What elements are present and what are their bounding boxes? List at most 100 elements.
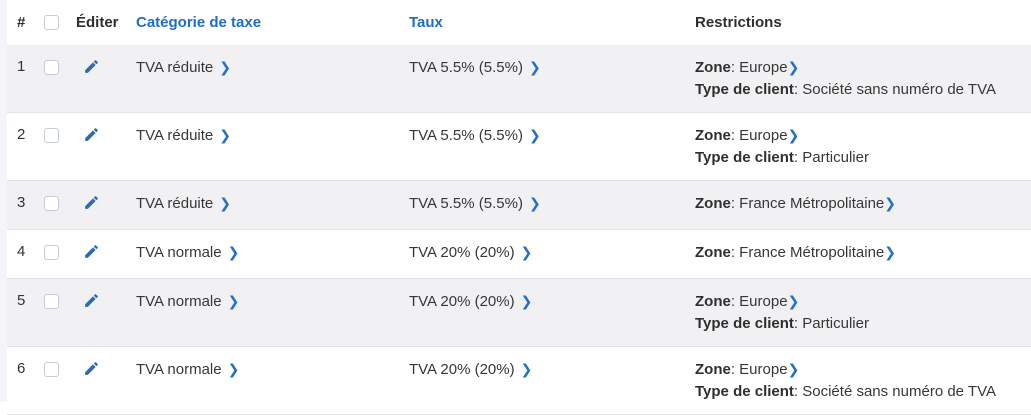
tax-category-link[interactable]: TVA réduite	[136, 195, 214, 212]
row-number: 1	[17, 58, 26, 75]
pencil-icon	[83, 294, 100, 313]
tax-rate-link[interactable]: TVA 20% (20%)	[409, 293, 515, 310]
chevron-right-icon[interactable]: ❯	[520, 244, 533, 260]
edit-button[interactable]	[83, 241, 100, 260]
chevron-right-icon[interactable]: ❯	[884, 244, 896, 260]
restriction-value: : Europe	[730, 293, 788, 310]
restriction-label: Zone	[695, 195, 731, 212]
row-checkbox[interactable]	[44, 127, 59, 143]
chevron-right-icon[interactable]: ❯	[227, 293, 240, 309]
chevron-right-icon[interactable]: ❯	[528, 59, 541, 75]
pencil-icon	[83, 60, 100, 79]
table-row: 6 TVA normale ❯ TVA 20% (20%) ❯ Zone: Europe…	[7, 346, 1031, 415]
tax-rules-table-wrap: # Éditer Catégorie de taxe Taux Restrict…	[7, 0, 1031, 415]
chevron-right-icon[interactable]: ❯	[520, 293, 533, 309]
chevron-right-icon[interactable]: ❯	[520, 361, 533, 377]
pencil-icon	[83, 245, 100, 264]
restriction-line: Type de client: Particulier	[695, 147, 1030, 169]
row-number: 2	[17, 126, 26, 143]
restriction-value: : Particulier	[793, 315, 869, 332]
edit-button[interactable]	[83, 358, 100, 377]
tax-rate-link[interactable]: TVA 20% (20%)	[409, 244, 515, 261]
restriction-value: : France Métropolitaine	[730, 244, 885, 261]
page-gutter	[0, 0, 7, 402]
edit-button[interactable]	[83, 124, 100, 143]
restriction-value: : Société sans numéro de TVA	[793, 81, 996, 98]
tax-rules-table: # Éditer Catégorie de taxe Taux Restrict…	[7, 0, 1031, 415]
row-checkbox[interactable]	[44, 195, 59, 211]
edit-button[interactable]	[83, 56, 100, 75]
row-checkbox[interactable]	[44, 59, 59, 75]
restriction-label: Zone	[695, 127, 731, 144]
row-number: 3	[17, 194, 26, 211]
tax-category-link[interactable]: TVA normale	[136, 244, 222, 261]
restriction-label: Type de client	[695, 149, 794, 166]
row-number: 5	[17, 292, 26, 309]
chevron-right-icon[interactable]: ❯	[787, 127, 800, 143]
row-number: 6	[17, 360, 26, 377]
chevron-right-icon[interactable]: ❯	[787, 59, 800, 75]
restriction-line: Zone: Europe❯	[695, 358, 1030, 381]
table-row: 1 TVA réduite ❯ TVA 5.5% (5.5%) ❯ Zone: Euro…	[7, 45, 1031, 113]
column-header-category[interactable]: Catégorie de taxe	[128, 0, 400, 45]
restriction-value: : France Métropolitaine	[730, 195, 885, 212]
tax-category-link[interactable]: TVA réduite	[136, 127, 214, 144]
restriction-value: : Europe	[730, 361, 788, 378]
tax-category-link[interactable]: TVA normale	[136, 361, 222, 378]
restriction-value: : Particulier	[793, 149, 869, 166]
row-number: 4	[17, 243, 26, 260]
restriction-line: Zone: Europe❯	[695, 290, 1030, 313]
row-checkbox[interactable]	[44, 361, 59, 377]
tax-rate-link[interactable]: TVA 5.5% (5.5%)	[409, 195, 523, 212]
tax-category-link[interactable]: TVA réduite	[136, 59, 214, 76]
select-all-checkbox[interactable]	[44, 14, 59, 30]
restriction-value: : Europe	[730, 127, 788, 144]
chevron-right-icon[interactable]: ❯	[528, 195, 541, 211]
chevron-right-icon[interactable]: ❯	[227, 244, 240, 260]
pencil-icon	[83, 196, 100, 215]
row-checkbox[interactable]	[44, 244, 59, 260]
chevron-right-icon[interactable]: ❯	[219, 59, 231, 75]
restriction-line: Zone: Europe❯	[695, 56, 1030, 79]
restriction-label: Type de client	[695, 383, 794, 400]
column-header-select	[37, 0, 70, 45]
column-header-edit: Éditer	[70, 0, 128, 45]
pencil-icon	[83, 362, 100, 381]
restriction-line: Type de client: Société sans numéro de T…	[695, 79, 1030, 101]
chevron-right-icon[interactable]: ❯	[787, 293, 800, 309]
table-row: 3 TVA réduite ❯ TVA 5.5% (5.5%) ❯ Zone: Fran…	[7, 180, 1031, 230]
edit-button[interactable]	[83, 290, 100, 309]
restriction-label: Zone	[695, 361, 731, 378]
chevron-right-icon[interactable]: ❯	[884, 195, 896, 211]
column-header-number: #	[7, 0, 37, 45]
tax-category-link[interactable]: TVA normale	[136, 293, 222, 310]
tax-rate-link[interactable]: TVA 5.5% (5.5%)	[409, 59, 523, 76]
pencil-icon	[83, 128, 100, 147]
column-header-rate[interactable]: Taux	[400, 0, 688, 45]
restriction-label: Zone	[695, 244, 731, 261]
restriction-line: Type de client: Société sans numéro de T…	[695, 381, 1030, 403]
restriction-label: Zone	[695, 59, 731, 76]
restriction-label: Zone	[695, 293, 731, 310]
restriction-line: Zone: France Métropolitaine❯	[695, 192, 1030, 215]
restriction-label: Type de client	[695, 315, 794, 332]
table-row: 2 TVA réduite ❯ TVA 5.5% (5.5%) ❯ Zone: Euro…	[7, 112, 1031, 181]
table-row: 5 TVA normale ❯ TVA 20% (20%) ❯ Zone: Europe…	[7, 278, 1031, 347]
chevron-right-icon[interactable]: ❯	[219, 195, 231, 211]
chevron-right-icon[interactable]: ❯	[528, 127, 541, 143]
restriction-line: Type de client: Particulier	[695, 313, 1030, 335]
row-checkbox[interactable]	[44, 293, 59, 309]
restriction-line: Zone: Europe❯	[695, 124, 1030, 147]
column-header-restrictions: Restrictions	[688, 0, 1031, 45]
chevron-right-icon[interactable]: ❯	[227, 361, 240, 377]
table-row: 4 TVA normale ❯ TVA 20% (20%) ❯ Zone: France…	[7, 229, 1031, 279]
chevron-right-icon[interactable]: ❯	[219, 127, 231, 143]
restriction-label: Type de client	[695, 81, 794, 98]
edit-button[interactable]	[83, 192, 100, 211]
restriction-value: : Société sans numéro de TVA	[793, 383, 996, 400]
tax-rate-link[interactable]: TVA 5.5% (5.5%)	[409, 127, 523, 144]
tax-rate-link[interactable]: TVA 20% (20%)	[409, 361, 515, 378]
restriction-value: : Europe	[730, 59, 788, 76]
table-header-row: # Éditer Catégorie de taxe Taux Restrict…	[7, 0, 1031, 45]
chevron-right-icon[interactable]: ❯	[787, 361, 800, 377]
